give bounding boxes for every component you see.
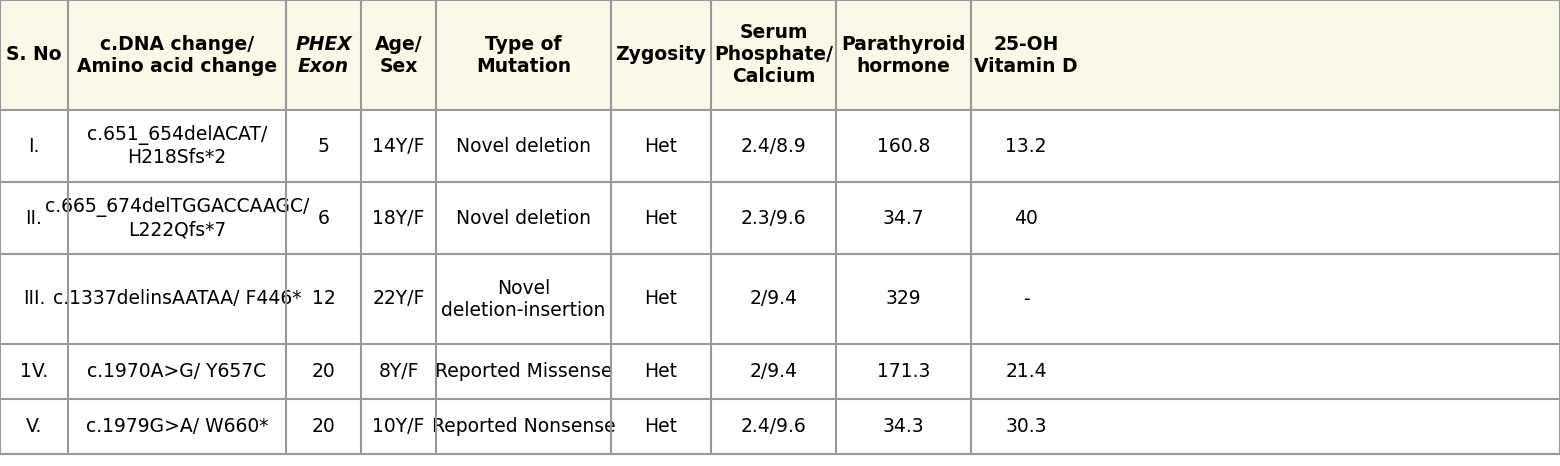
Text: 13.2: 13.2 bbox=[1005, 137, 1047, 156]
Text: 25-OH
Vitamin D: 25-OH Vitamin D bbox=[973, 34, 1078, 75]
Text: Het: Het bbox=[644, 137, 677, 156]
Text: Novel deletion: Novel deletion bbox=[456, 137, 591, 156]
Text: 34.7: 34.7 bbox=[883, 208, 925, 227]
Text: I.: I. bbox=[28, 137, 39, 156]
Text: V.: V. bbox=[27, 417, 42, 436]
Text: III.: III. bbox=[23, 289, 45, 308]
Text: 14Y/F: 14Y/F bbox=[373, 137, 424, 156]
Text: 1V.: 1V. bbox=[20, 362, 48, 381]
Text: c.1979G>A/ W660*: c.1979G>A/ W660* bbox=[86, 417, 268, 436]
Text: PHEX
Exon: PHEX Exon bbox=[295, 34, 353, 75]
Text: c.651_654delACAT/
H218Sfs*2: c.651_654delACAT/ H218Sfs*2 bbox=[87, 125, 267, 167]
Text: Reported Nonsense: Reported Nonsense bbox=[432, 417, 615, 436]
Text: 2.4/8.9: 2.4/8.9 bbox=[741, 137, 807, 156]
Text: 2.3/9.6: 2.3/9.6 bbox=[741, 208, 807, 227]
Bar bbox=[0, 0, 1560, 110]
Text: 2.4/9.6: 2.4/9.6 bbox=[741, 417, 807, 436]
Text: S. No: S. No bbox=[6, 46, 62, 64]
Text: 40: 40 bbox=[1014, 208, 1037, 227]
Text: Zygosity: Zygosity bbox=[616, 46, 707, 64]
Text: 5: 5 bbox=[318, 137, 329, 156]
Text: Reported Missense: Reported Missense bbox=[435, 362, 612, 381]
Text: 2/9.4: 2/9.4 bbox=[749, 362, 797, 381]
Text: c.1970A>G/ Y657C: c.1970A>G/ Y657C bbox=[87, 362, 267, 381]
Text: -: - bbox=[1023, 289, 1030, 308]
Text: c.DNA change/
Amino acid change: c.DNA change/ Amino acid change bbox=[76, 34, 278, 75]
Text: Het: Het bbox=[644, 208, 677, 227]
Text: Age/
Sex: Age/ Sex bbox=[374, 34, 423, 75]
Text: c.665_674delTGGACCAAGC/
L222Qfs*7: c.665_674delTGGACCAAGC/ L222Qfs*7 bbox=[45, 197, 309, 239]
Text: II.: II. bbox=[25, 208, 42, 227]
Text: 329: 329 bbox=[886, 289, 922, 308]
Text: 10Y/F: 10Y/F bbox=[373, 417, 424, 436]
Text: 20: 20 bbox=[312, 362, 335, 381]
Text: 171.3: 171.3 bbox=[877, 362, 930, 381]
Text: 21.4: 21.4 bbox=[1005, 362, 1047, 381]
Text: 22Y/F: 22Y/F bbox=[373, 289, 424, 308]
Text: 20: 20 bbox=[312, 417, 335, 436]
Text: 6: 6 bbox=[318, 208, 329, 227]
Text: c.1337delinsAATAA/ F446*: c.1337delinsAATAA/ F446* bbox=[53, 289, 301, 308]
Text: Novel
deletion-insertion: Novel deletion-insertion bbox=[441, 279, 605, 320]
Text: 18Y/F: 18Y/F bbox=[373, 208, 424, 227]
Text: Serum
Phosphate/
Calcium: Serum Phosphate/ Calcium bbox=[714, 23, 833, 87]
Text: Novel deletion: Novel deletion bbox=[456, 208, 591, 227]
Text: 34.3: 34.3 bbox=[883, 417, 925, 436]
Text: 2/9.4: 2/9.4 bbox=[749, 289, 797, 308]
Text: Het: Het bbox=[644, 417, 677, 436]
Text: Het: Het bbox=[644, 362, 677, 381]
Text: Type of
Mutation: Type of Mutation bbox=[476, 34, 571, 75]
Text: 12: 12 bbox=[312, 289, 335, 308]
Text: 30.3: 30.3 bbox=[1005, 417, 1047, 436]
Text: Parathyroid
hormone: Parathyroid hormone bbox=[841, 34, 966, 75]
Text: 160.8: 160.8 bbox=[877, 137, 930, 156]
Text: Het: Het bbox=[644, 289, 677, 308]
Text: 8Y/F: 8Y/F bbox=[378, 362, 418, 381]
